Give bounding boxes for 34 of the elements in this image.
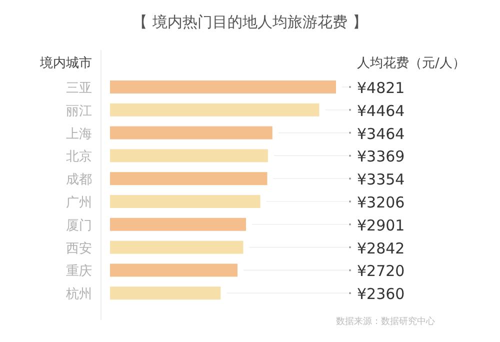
data-label: ¥4464 [357,102,405,120]
bar [110,264,238,277]
data-label: ¥2842 [357,239,405,258]
data-label: ¥3464 [357,124,405,143]
bar [110,149,268,162]
bar [110,103,320,116]
y-tick-label: 西安 [66,240,92,256]
bar [110,240,244,254]
y-tick-label: 北京 [66,150,92,165]
data-label: ¥2720 [357,262,405,280]
data-label: ¥3354 [357,170,405,189]
y-tick-label: 三亚 [66,81,92,96]
bar [110,195,260,208]
y-tick-label: 重庆 [66,264,92,280]
y-tick-label: 成都 [66,172,92,188]
y-axis-title: 境内城市 [39,55,92,71]
data-label: ¥2901 [357,216,405,234]
data-label: ¥3206 [357,194,405,212]
y-tick-label: 丽江 [66,104,92,119]
y-tick-label: 厦门 [66,217,92,234]
data-label: ¥2360 [357,285,405,304]
source-note: 数据来源：数据研究中心 [336,316,435,327]
bar [110,172,268,186]
bar [110,126,272,140]
x-axis-title: 人均花费（元/人） [357,56,466,71]
chart-title: 【 境内热门目的地人均旅游花费 】 [132,13,368,31]
data-label: ¥3369 [357,148,405,166]
bar [110,80,336,94]
y-tick-label: 上海 [66,126,92,142]
y-tick-label: 广州 [66,196,92,210]
y-tick-label: 杭州 [65,287,92,302]
bar [110,286,221,300]
data-label: ¥4821 [357,79,405,97]
bar [110,218,246,231]
